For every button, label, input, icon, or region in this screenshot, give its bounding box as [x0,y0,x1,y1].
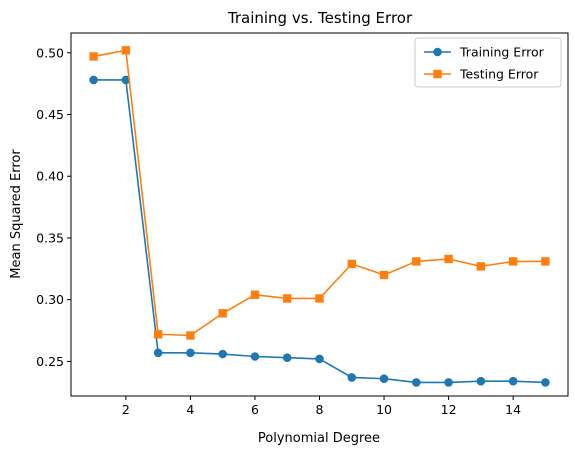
data-point [282,353,292,363]
data-point [476,262,486,271]
x-tick-label: 4 [186,402,194,417]
series-line-testing [93,49,546,337]
y-tick-label: 0.50 [36,45,64,60]
data-point [508,376,518,386]
x-tick-label: 6 [251,402,259,417]
x-tick-label: 2 [122,402,130,417]
data-point [153,330,163,339]
data-point [250,352,260,361]
x-tick-label: 8 [316,402,324,417]
data-point [347,373,357,382]
legend-marker [433,47,442,57]
data-point [379,374,389,384]
data-point [186,348,195,358]
data-point [444,378,453,387]
y-tick-label: 0.40 [36,169,64,184]
data-point [218,349,227,359]
y-axis-label: Mean Squared Error [9,149,24,279]
data-point [412,257,421,266]
legend-box [414,37,562,88]
y-tick-label: 0.30 [36,292,64,307]
x-tick-label: 12 [441,402,457,417]
legend-marker [433,69,442,79]
data-point [218,309,227,318]
chart-title: Training vs. Testing Error [227,9,413,27]
data-point [250,290,260,299]
x-axis-label: Polynomial Degree [258,431,380,446]
legend-label: Testing Error [459,67,539,82]
data-point [508,257,518,266]
data-point [379,270,389,280]
x-tick-label: 10 [376,402,392,417]
y-tick-label: 0.45 [36,107,64,122]
data-point [315,354,324,364]
data-point [89,52,98,61]
data-point [412,378,421,387]
data-point [541,378,550,387]
y-tick-label: 0.25 [36,354,64,369]
data-point [444,254,453,264]
data-point [121,75,131,85]
data-point [153,348,163,358]
data-point [541,257,550,266]
data-point [476,376,486,386]
data-point [89,75,98,85]
x-tick-label: 14 [505,402,521,417]
data-point [121,46,131,55]
legend: Training Error Testing Error [414,37,562,88]
data-point [347,259,356,269]
data-point [186,331,195,340]
legend-label: Training Error [459,45,545,60]
y-tick-label: 0.35 [36,230,64,245]
data-point [315,294,324,303]
data-point [283,294,292,303]
